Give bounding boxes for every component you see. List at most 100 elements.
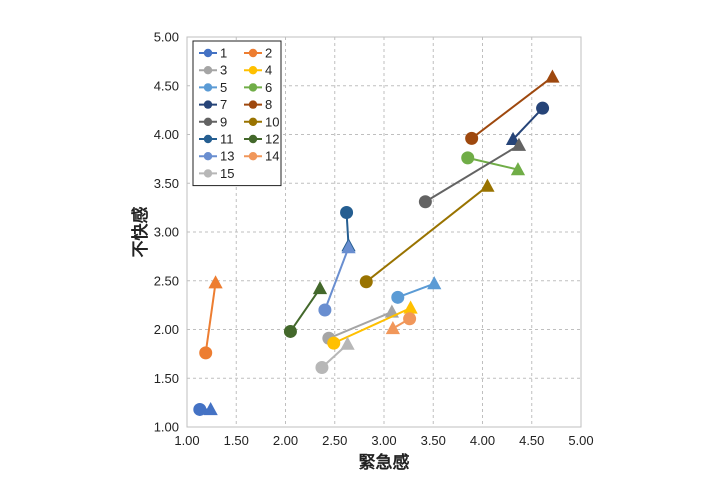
series-9 [418,137,527,209]
series-2 [199,275,223,360]
legend-label: 12 [265,132,279,147]
start-point-marker [340,206,354,219]
start-point-marker [403,312,417,326]
start-point-marker [465,131,479,145]
legend-label: 11 [220,132,234,147]
start-point-marker [283,324,297,338]
x-tick-label: 3.50 [421,433,446,448]
series-15 [315,336,355,375]
y-tick-label: 4.50 [154,78,179,93]
end-point-marker [511,137,527,151]
x-tick-label: 1.00 [174,433,199,448]
series-line [289,287,321,333]
legend-label: 15 [220,166,234,181]
legend-swatch-marker [248,66,258,75]
x-tick-label: 2.50 [322,433,347,448]
legend-label: 7 [220,97,227,112]
series-line [323,247,350,311]
end-point-marker [545,69,560,83]
legend-item: 3 [199,63,227,78]
x-tick-label: 4.50 [519,433,544,448]
series-line [471,76,554,140]
legend-item: 13 [199,149,234,164]
x-tick-label: 5.00 [568,433,593,448]
end-point-marker [480,178,495,192]
series-line [512,107,544,141]
y-tick-label: 3.00 [154,225,179,240]
end-point-marker [505,131,521,145]
legend-swatch-marker [203,134,213,144]
legend-swatch-marker [203,48,213,58]
legend-box [192,40,282,187]
end-point-marker [385,321,400,335]
series-10 [359,178,495,289]
series-line [424,144,520,203]
x-tick-label: 2.00 [273,433,298,448]
legend-swatch-marker [203,117,213,127]
legend-item: 9 [199,114,227,129]
legend-label: 2 [265,46,272,61]
y-tick-label: 1.00 [154,420,179,435]
series-line [333,307,412,345]
legend-swatch-marker [248,152,258,161]
series-3 [322,304,400,345]
start-point-marker [391,290,405,304]
legend-swatch-marker [203,169,213,178]
end-point-marker [510,162,526,176]
legend-swatch-marker [248,134,258,144]
grid-lines [187,37,581,427]
y-tick-label: 5.00 [154,30,179,45]
series-group [193,69,560,416]
legend-swatch-marker [248,117,258,127]
tick-labels: 1.00 1.50 2.00 2.50 3.00 3.50 4.00 4.50 5.00 1.00… [154,30,594,449]
x-tick-label: 3.00 [371,433,396,448]
legend-item: 10 [244,114,279,129]
series-1 [193,401,218,416]
legend-item: 2 [244,46,272,61]
x-tick-label: 1.50 [224,433,249,448]
series-7 [505,101,550,145]
x-axis-title: 緊急感 [359,452,410,473]
end-point-marker [208,275,223,289]
series-line [328,311,393,340]
legend-label: 9 [220,114,227,129]
series-line [467,156,519,171]
y-tick-label: 1.50 [154,371,179,386]
end-point-marker [203,401,218,416]
y-tick-label: 2.50 [154,273,179,288]
start-point-marker [315,361,329,375]
start-point-marker [193,402,207,416]
legend-item: 12 [244,132,279,147]
legend-swatch-marker [248,83,258,92]
legend-label: 14 [265,149,279,164]
legend-label: 6 [265,80,272,95]
legend-label: 1 [220,46,227,61]
start-point-marker [199,346,213,360]
legend-item: 1 [199,46,227,61]
series-14 [385,312,417,335]
legend-label: 4 [265,63,272,78]
series-12 [283,281,328,338]
start-point-marker [318,303,332,317]
x-tick-label: 4.00 [470,433,495,448]
start-point-marker [327,336,341,350]
legend-label: 5 [220,80,227,95]
y-axis-title: 不快感 [130,207,151,258]
end-point-marker [341,240,356,254]
legend-item: 8 [244,97,272,112]
legend-swatch-marker [248,48,258,58]
end-point-marker [340,336,355,350]
y-tick-label: 2.00 [154,322,179,337]
legend-swatch-marker [203,66,213,75]
y-tick-label: 3.50 [154,176,179,191]
start-point-marker [536,101,550,115]
start-point-marker [418,195,432,209]
legend-label: 8 [265,97,272,112]
legend-item: 7 [199,97,227,112]
series-line [204,282,217,354]
legend-item: 5 [199,80,227,95]
series-8 [465,69,560,145]
series-line [365,185,489,283]
